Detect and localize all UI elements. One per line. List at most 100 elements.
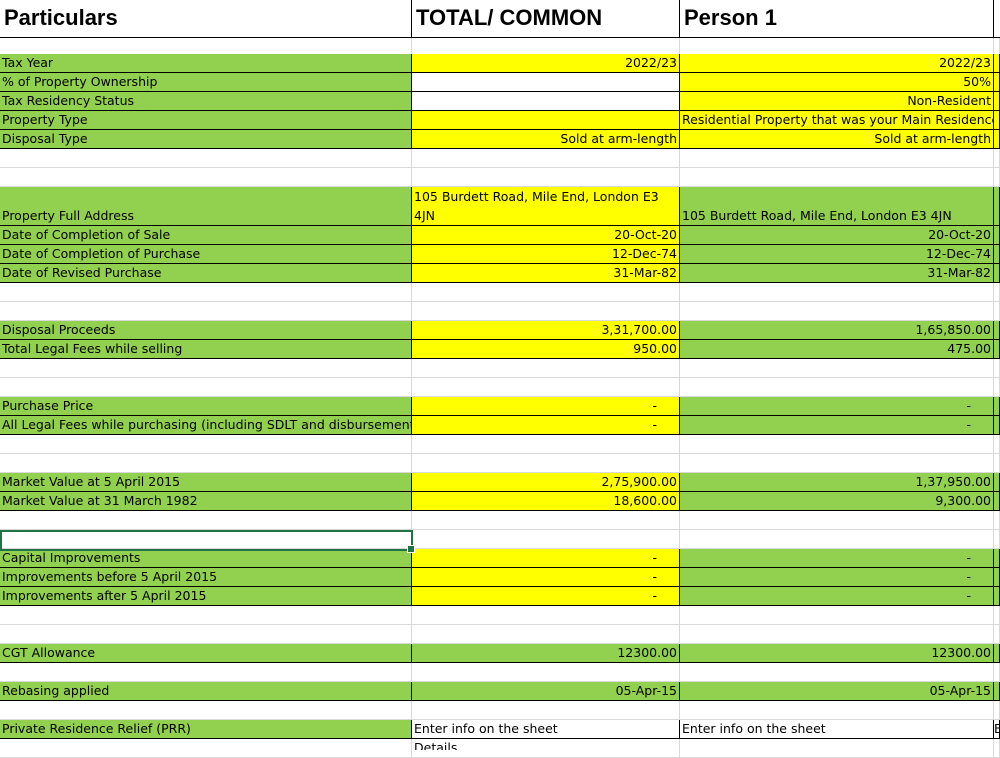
empty-cell[interactable] xyxy=(0,283,412,302)
next-column-cell[interactable] xyxy=(994,549,1000,568)
empty-cell[interactable] xyxy=(0,663,412,682)
person1-value-cell[interactable]: - xyxy=(680,587,994,606)
total-value-cell[interactable]: Sold at arm-length xyxy=(412,130,680,149)
empty-cell[interactable] xyxy=(412,302,680,321)
empty-cell[interactable] xyxy=(680,701,994,720)
empty-cell[interactable] xyxy=(412,701,680,720)
empty-cell[interactable] xyxy=(0,149,412,168)
empty-cell[interactable] xyxy=(994,38,1000,55)
empty-cell[interactable] xyxy=(680,378,994,397)
total-value-cell[interactable]: - xyxy=(412,549,680,568)
person1-value-cell[interactable]: 1,65,850.00 xyxy=(680,321,994,340)
person1-value-cell[interactable]: Residential Property that was your Main … xyxy=(680,111,994,130)
empty-cell[interactable] xyxy=(412,511,680,530)
empty-cell[interactable] xyxy=(994,283,1000,302)
empty-cell[interactable] xyxy=(0,38,412,55)
empty-cell[interactable] xyxy=(680,739,994,758)
row-label[interactable]: Market Value at 5 April 2015 xyxy=(0,473,412,492)
next-column-cell[interactable] xyxy=(994,73,1000,92)
empty-cell[interactable] xyxy=(680,302,994,321)
empty-cell[interactable] xyxy=(412,530,680,549)
total-value-cell[interactable]: 05-Apr-15 xyxy=(412,682,680,701)
row-label[interactable]: Property Full Address xyxy=(0,187,412,226)
empty-cell[interactable] xyxy=(0,606,412,625)
person1-value-cell[interactable]: 105 Burdett Road, Mile End, London E3 4J… xyxy=(680,187,994,226)
total-value-cell[interactable]: 20-Oct-20 xyxy=(412,226,680,245)
next-column-cell[interactable] xyxy=(994,644,1000,663)
empty-cell[interactable] xyxy=(412,625,680,644)
total-value-cell[interactable]: 2022/23 xyxy=(412,54,680,73)
column-header-b[interactable]: TOTAL/ COMMON xyxy=(412,0,680,38)
column-header-d[interactable] xyxy=(994,0,1000,38)
next-column-cell[interactable] xyxy=(994,416,1000,435)
row-label[interactable]: Purchase Price xyxy=(0,397,412,416)
row-label[interactable]: Market Value at 31 March 1982 xyxy=(0,492,412,511)
row-label[interactable]: Improvements after 5 April 2015 xyxy=(0,587,412,606)
empty-cell[interactable] xyxy=(412,606,680,625)
empty-cell[interactable] xyxy=(680,168,994,187)
row-label[interactable]: Date of Completion of Sale xyxy=(0,226,412,245)
row-label[interactable]: % of Property Ownership xyxy=(0,73,412,92)
row-label[interactable]: Rebasing applied xyxy=(0,682,412,701)
person1-value-cell[interactable]: - xyxy=(680,568,994,587)
empty-cell[interactable] xyxy=(680,606,994,625)
empty-cell[interactable] xyxy=(994,359,1000,378)
next-column-cell[interactable] xyxy=(994,682,1000,701)
row-label[interactable]: Total Legal Fees while selling xyxy=(0,340,412,359)
empty-cell[interactable] xyxy=(680,38,994,55)
empty-cell[interactable] xyxy=(680,511,994,530)
empty-cell[interactable] xyxy=(680,663,994,682)
empty-cell[interactable] xyxy=(0,168,412,187)
empty-cell[interactable] xyxy=(994,530,1000,549)
total-value-cell[interactable]: Enter info on the sheet xyxy=(412,720,680,739)
empty-cell[interactable] xyxy=(412,38,680,55)
person1-value-cell[interactable]: 9,300.00 xyxy=(680,492,994,511)
empty-cell[interactable] xyxy=(0,359,412,378)
empty-cell[interactable] xyxy=(412,663,680,682)
total-value-cell[interactable]: - xyxy=(412,587,680,606)
person1-value-cell[interactable]: 20-Oct-20 xyxy=(680,226,994,245)
empty-cell[interactable] xyxy=(994,739,1000,758)
person1-value-cell[interactable]: 2022/23 xyxy=(680,54,994,73)
total-value-cell[interactable]: 18,600.00 xyxy=(412,492,680,511)
total-value-cell[interactable]: 12-Dec-74 xyxy=(412,245,680,264)
empty-cell[interactable] xyxy=(0,454,412,473)
next-column-cell[interactable] xyxy=(994,111,1000,130)
column-header-a[interactable]: Particulars xyxy=(0,0,412,38)
empty-cell[interactable] xyxy=(412,168,680,187)
row-label[interactable]: Tax Year xyxy=(0,54,412,73)
person1-value-cell[interactable]: 1,37,950.00 xyxy=(680,473,994,492)
total-value-cell[interactable]: 3,31,700.00 xyxy=(412,321,680,340)
fill-handle[interactable] xyxy=(407,545,415,553)
total-address-cell[interactable]: 105 Burdett Road, Mile End, London E3 4JN xyxy=(412,187,680,226)
empty-cell[interactable] xyxy=(994,606,1000,625)
row-label[interactable]: Improvements before 5 April 2015 xyxy=(0,568,412,587)
next-column-cell[interactable] xyxy=(994,226,1000,245)
total-value-cell[interactable]: - xyxy=(412,397,680,416)
person1-value-cell[interactable]: 475.00 xyxy=(680,340,994,359)
empty-cell[interactable] xyxy=(680,435,994,454)
person1-value-cell[interactable]: 05-Apr-15 xyxy=(680,682,994,701)
total-value-cell[interactable]: 2,75,900.00 xyxy=(412,473,680,492)
empty-cell[interactable] xyxy=(0,378,412,397)
empty-cell[interactable] xyxy=(412,283,680,302)
row-label[interactable]: Date of Revised Purchase xyxy=(0,264,412,283)
empty-cell[interactable] xyxy=(994,625,1000,644)
row-label[interactable]: All Legal Fees while purchasing (includi… xyxy=(0,416,412,435)
empty-cell[interactable] xyxy=(994,511,1000,530)
next-column-cell[interactable] xyxy=(994,54,1000,73)
person1-value-cell[interactable]: 12-Dec-74 xyxy=(680,245,994,264)
empty-cell[interactable] xyxy=(994,701,1000,720)
next-column-cell[interactable] xyxy=(994,245,1000,264)
row-label[interactable]: Disposal Type xyxy=(0,130,412,149)
person1-value-cell[interactable]: 31-Mar-82 xyxy=(680,264,994,283)
empty-cell[interactable] xyxy=(412,359,680,378)
total-value-cell[interactable] xyxy=(412,92,680,111)
person1-value-cell[interactable]: 12300.00 xyxy=(680,644,994,663)
row-label[interactable]: Tax Residency Status xyxy=(0,92,412,111)
next-column-cell[interactable] xyxy=(994,473,1000,492)
empty-cell[interactable] xyxy=(680,454,994,473)
empty-cell[interactable] xyxy=(680,625,994,644)
row-label[interactable]: CGT Allowance xyxy=(0,644,412,663)
total-value-cell[interactable] xyxy=(412,73,680,92)
